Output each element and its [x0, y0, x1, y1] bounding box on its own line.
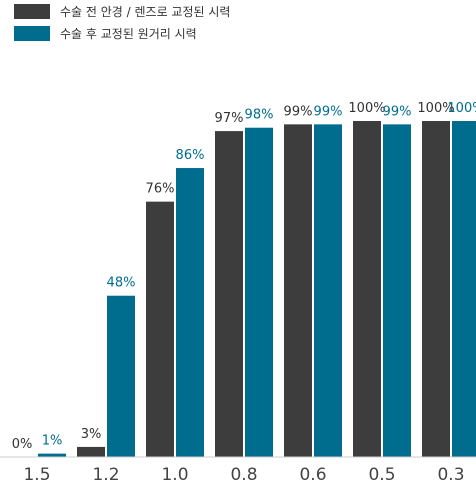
x-tick-label-1.2: 1.2	[92, 465, 119, 485]
value-label-post-op-0.8: 98%	[245, 108, 274, 123]
x-tick-label-0.6: 0.6	[299, 465, 326, 485]
value-label-post-op-0.5: 99%	[383, 104, 412, 119]
bar-pre-op-1.2	[77, 446, 105, 457]
bar-post-op-1.0	[176, 168, 204, 458]
bar-post-op-1.5	[38, 453, 66, 457]
x-tick-label-0.5: 0.5	[368, 465, 395, 485]
value-label-post-op-1.2: 48%	[107, 276, 136, 291]
legend: 수술 전 안경 / 렌즈로 교정된 시력 수술 후 교정된 원거리 시력	[14, 4, 230, 41]
bar-pre-op-0.3	[422, 121, 450, 457]
bar-post-op-0.3	[452, 121, 476, 457]
bar-pre-op-0.8	[215, 131, 243, 457]
value-label-pre-op-0.5: 100%	[348, 101, 385, 116]
bar-post-op-0.6	[314, 124, 342, 458]
legend-swatch-post-op	[14, 26, 50, 41]
x-tick-label-1.5: 1.5	[23, 465, 50, 485]
bar-post-op-0.8	[245, 127, 273, 457]
bar-post-op-0.5	[383, 124, 411, 458]
legend-swatch-pre-op	[14, 4, 50, 19]
value-label-post-op-0.3: 100%	[447, 101, 476, 116]
value-label-pre-op-0.6: 99%	[284, 104, 313, 119]
value-label-post-op-0.6: 99%	[314, 104, 343, 119]
legend-item-post-op: 수술 후 교정된 원거리 시력	[14, 26, 197, 41]
value-label-pre-op-0.8: 97%	[215, 111, 244, 126]
value-labels: 0% 1% 3%48%76%86%97% 98% 99% 99% 100%99% 100%10…	[12, 101, 476, 452]
legend-label-post-op: 수술 후 교정된 원거리 시력	[60, 27, 197, 41]
legend-item-pre-op: 수술 전 안경 / 렌즈로 교정된 시력	[14, 4, 230, 19]
bars	[38, 121, 476, 458]
bar-pre-op-1.0	[146, 201, 174, 457]
bar-post-op-1.2	[107, 295, 135, 457]
value-label-post-op-1.5: 1%	[42, 434, 63, 449]
value-label-pre-op-1.2: 3%	[81, 427, 102, 442]
bar-pre-op-0.6	[284, 124, 312, 458]
x-tick-label-0.3: 0.3	[437, 465, 464, 485]
value-label-post-op-1.0: 86%	[176, 148, 205, 163]
bar-pre-op-0.5	[353, 121, 381, 457]
x-tick-label-1.0: 1.0	[161, 465, 188, 485]
value-label-pre-op-1.0: 76%	[146, 182, 175, 197]
x-tick-label-0.8: 0.8	[230, 465, 257, 485]
x-tick-labels: 1.5 1.2 1.0 0.8 0.6 0.5 0.3	[23, 465, 464, 485]
legend-label-pre-op: 수술 전 안경 / 렌즈로 교정된 시력	[60, 5, 230, 19]
value-label-pre-op-0.3: 100%	[417, 101, 454, 116]
value-label-pre-op-1.5: 0%	[12, 437, 33, 452]
